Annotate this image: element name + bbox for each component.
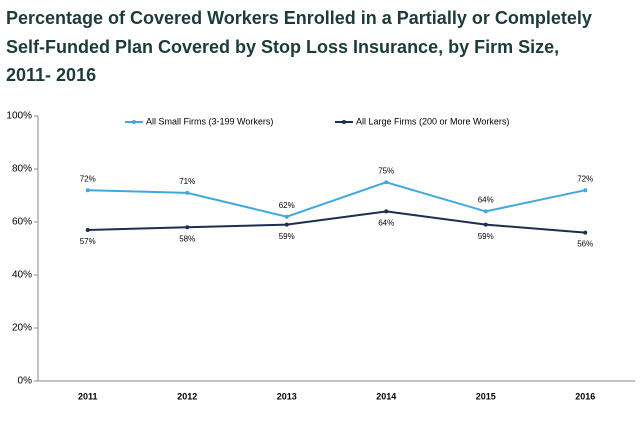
series-line <box>87 181 586 218</box>
series-line <box>87 210 586 234</box>
data-label: 57% <box>80 237 96 246</box>
y-tick-label: 0% <box>18 376 33 387</box>
x-tick-label: 2015 <box>476 391 496 401</box>
chart-title: 2011- 2016 <box>6 65 96 85</box>
data-label: 64% <box>378 219 394 228</box>
data-point <box>284 222 289 227</box>
x-tick-label: 2013 <box>277 391 297 401</box>
y-tick-label: 60% <box>12 217 32 228</box>
data-point <box>483 222 488 227</box>
data-label: 71% <box>179 177 195 186</box>
data-label: 62% <box>279 201 295 210</box>
x-tick-label: 2011 <box>78 391 98 401</box>
data-label: 58% <box>179 234 195 243</box>
legend-label: All Small Firms (3-199 Workers) <box>146 116 273 126</box>
y-tick-label: 100% <box>6 111 32 122</box>
data-point <box>583 188 588 193</box>
legend-marker <box>342 120 346 124</box>
data-label: 72% <box>577 174 593 183</box>
y-tick-label: 80% <box>12 164 32 175</box>
data-label: 59% <box>279 232 295 241</box>
x-tick-label: 2012 <box>177 391 197 401</box>
data-point <box>85 227 90 232</box>
data-label: 75% <box>378 166 394 175</box>
data-label: 56% <box>577 240 593 249</box>
data-point <box>384 180 389 185</box>
data-point <box>583 230 588 235</box>
data-point <box>384 209 389 214</box>
data-label: 59% <box>478 232 494 241</box>
data-point <box>85 188 90 193</box>
legend-label: All Large Firms (200 or More Workers) <box>356 116 509 126</box>
data-point <box>185 225 190 230</box>
data-point <box>284 214 289 219</box>
data-label: 64% <box>478 196 494 205</box>
data-label: 72% <box>80 174 96 183</box>
y-tick-label: 20% <box>12 323 32 334</box>
data-point <box>185 190 190 195</box>
x-tick-label: 2014 <box>376 391 396 401</box>
chart-title: Percentage of Covered Workers Enrolled i… <box>6 8 592 28</box>
legend-marker <box>132 120 136 124</box>
x-tick-label: 2016 <box>575 391 595 401</box>
data-point <box>483 209 488 214</box>
chart-title: Self-Funded Plan Covered by Stop Loss In… <box>6 37 559 57</box>
y-tick-label: 40% <box>12 270 32 281</box>
